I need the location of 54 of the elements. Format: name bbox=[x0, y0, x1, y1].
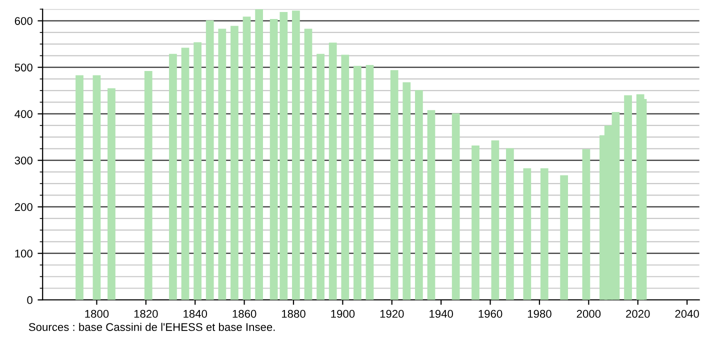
bar bbox=[452, 113, 460, 300]
bar bbox=[523, 168, 532, 300]
x-tick-label: 1840 bbox=[184, 310, 208, 318]
x-tick-label: 1960 bbox=[478, 310, 502, 318]
bar bbox=[169, 54, 177, 300]
y-tick-label: 400 bbox=[14, 110, 32, 118]
bar bbox=[341, 54, 350, 300]
y-tick-label: 200 bbox=[14, 203, 32, 211]
y-tick-label: 500 bbox=[14, 64, 32, 72]
bar bbox=[316, 54, 324, 300]
bar bbox=[255, 9, 263, 300]
bar bbox=[366, 64, 374, 300]
x-tick-label: 2000 bbox=[576, 310, 601, 318]
bar bbox=[636, 94, 644, 300]
y-tick-label: 600 bbox=[14, 17, 32, 25]
bar bbox=[582, 149, 590, 300]
bar bbox=[354, 66, 362, 300]
y-tick-label: 0 bbox=[27, 296, 32, 304]
x-tick-label: 2040 bbox=[675, 310, 699, 318]
bar bbox=[304, 28, 312, 300]
x-tick-label: 1800 bbox=[85, 310, 109, 318]
bar bbox=[540, 168, 548, 300]
bar bbox=[144, 71, 152, 300]
bar bbox=[506, 148, 514, 300]
x-tick-label: 1880 bbox=[282, 310, 306, 318]
bar bbox=[194, 42, 202, 300]
bar bbox=[427, 110, 436, 300]
bar bbox=[206, 20, 214, 300]
bar bbox=[292, 10, 300, 300]
bar bbox=[390, 70, 398, 300]
bar bbox=[181, 48, 190, 300]
bar bbox=[92, 75, 101, 300]
bar bbox=[230, 26, 238, 300]
y-tick-label: 100 bbox=[15, 250, 32, 258]
x-tick-label: 1940 bbox=[430, 310, 454, 318]
bar bbox=[560, 175, 568, 300]
bar bbox=[328, 42, 337, 300]
x-tick-label: 1860 bbox=[232, 310, 256, 318]
bar bbox=[472, 145, 480, 300]
x-tick-label: 2020 bbox=[626, 310, 650, 318]
x-tick-label: 1820 bbox=[134, 310, 158, 318]
x-tick-label: 1920 bbox=[380, 310, 404, 318]
bar bbox=[108, 88, 116, 300]
bar bbox=[415, 90, 423, 300]
bar bbox=[402, 82, 411, 300]
source-note: Sources : base Cassini de l'EHESS et base Insee. bbox=[28, 322, 275, 332]
x-tick-label: 1980 bbox=[528, 310, 552, 318]
bar bbox=[76, 75, 84, 300]
bar bbox=[218, 28, 226, 300]
bar bbox=[242, 16, 251, 300]
x-tick-label: 1900 bbox=[331, 310, 355, 318]
bar bbox=[491, 140, 500, 300]
y-tick-label: 300 bbox=[14, 156, 32, 164]
bar bbox=[624, 95, 632, 300]
